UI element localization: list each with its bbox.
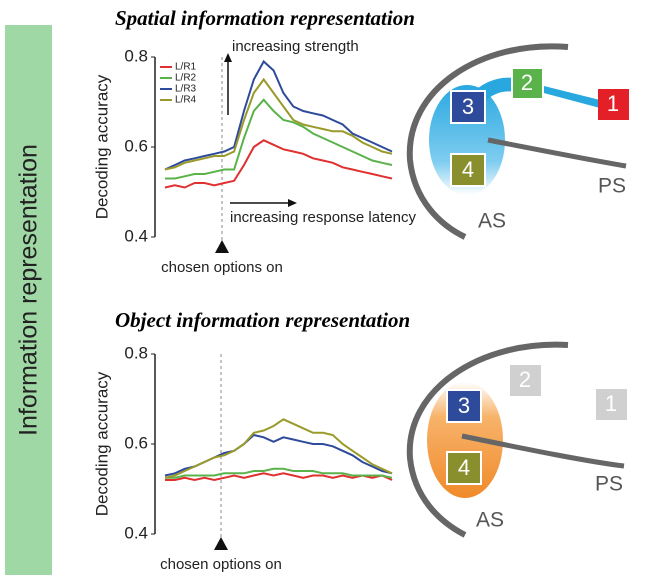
diagram: 3 4 2 1 AS PS: [406, 341, 627, 538]
arrow-head: [224, 53, 232, 62]
side-panel: [5, 25, 52, 575]
side-label: Information representation: [15, 144, 43, 436]
area-box: [598, 89, 629, 120]
y-tick-label: 0.4: [124, 523, 148, 542]
box-label: 4: [462, 157, 474, 182]
series-line: [165, 98, 393, 180]
sulcus-label: AS: [476, 509, 504, 532]
y-tick-label: 0.8: [124, 46, 148, 65]
annotation: increasing response latency: [230, 209, 416, 226]
series-line: [164, 139, 393, 189]
y-tick-label: 0.8: [124, 343, 148, 362]
series-line: [164, 77, 393, 171]
area-box: [511, 67, 544, 100]
annotation: chosen options on: [160, 556, 282, 573]
as-sulcus: [406, 43, 569, 240]
y-axis-label: Decoding accuracy: [92, 371, 111, 516]
y-axis-label: Decoding accuracy: [92, 74, 111, 219]
series-line: [165, 472, 393, 482]
annotation: chosen options on: [161, 259, 283, 276]
legend-label: L/R3: [175, 84, 197, 95]
sulcus-label: AS: [478, 210, 506, 233]
arrow-head: [288, 199, 297, 207]
box-label: 3: [462, 94, 474, 119]
legend-label: L/R1: [175, 62, 197, 73]
as-sulcus: [406, 341, 569, 538]
series-line: [165, 467, 393, 479]
event-marker: [215, 240, 229, 253]
area-box: [446, 389, 482, 423]
area-box: [446, 451, 482, 485]
annotation: increasing strength: [232, 38, 359, 55]
legend-label: L/R2: [175, 73, 197, 84]
series-line: [164, 59, 393, 171]
box-label: 1: [607, 91, 619, 116]
area-box: [450, 153, 486, 187]
box-label: 3: [458, 393, 470, 418]
sulcus-label: PS: [595, 473, 623, 496]
box-label: 2: [521, 70, 533, 95]
y-tick-label: 0.4: [124, 226, 148, 245]
event-marker: [214, 537, 228, 550]
ps-sulcus: [461, 433, 625, 469]
y-tick-label: 0.6: [124, 136, 148, 155]
diagram: 3 4 2 1 AS PS: [406, 43, 629, 240]
box-label: 2: [519, 367, 531, 392]
ps-sulcus: [487, 137, 627, 169]
y-tick-label: 0.6: [124, 433, 148, 452]
area-box: [510, 365, 541, 396]
chart-title: Spatial information representation: [115, 6, 415, 30]
legend-label: L/R4: [175, 95, 197, 106]
area-box: [596, 389, 627, 420]
series-line: [164, 418, 393, 479]
box-label: 1: [605, 391, 617, 416]
sulcus-label: PS: [598, 175, 626, 198]
arrow: [540, 85, 600, 108]
area-box: [450, 90, 486, 124]
chart-title: Object information representation: [115, 308, 410, 332]
box-label: 4: [458, 455, 470, 480]
